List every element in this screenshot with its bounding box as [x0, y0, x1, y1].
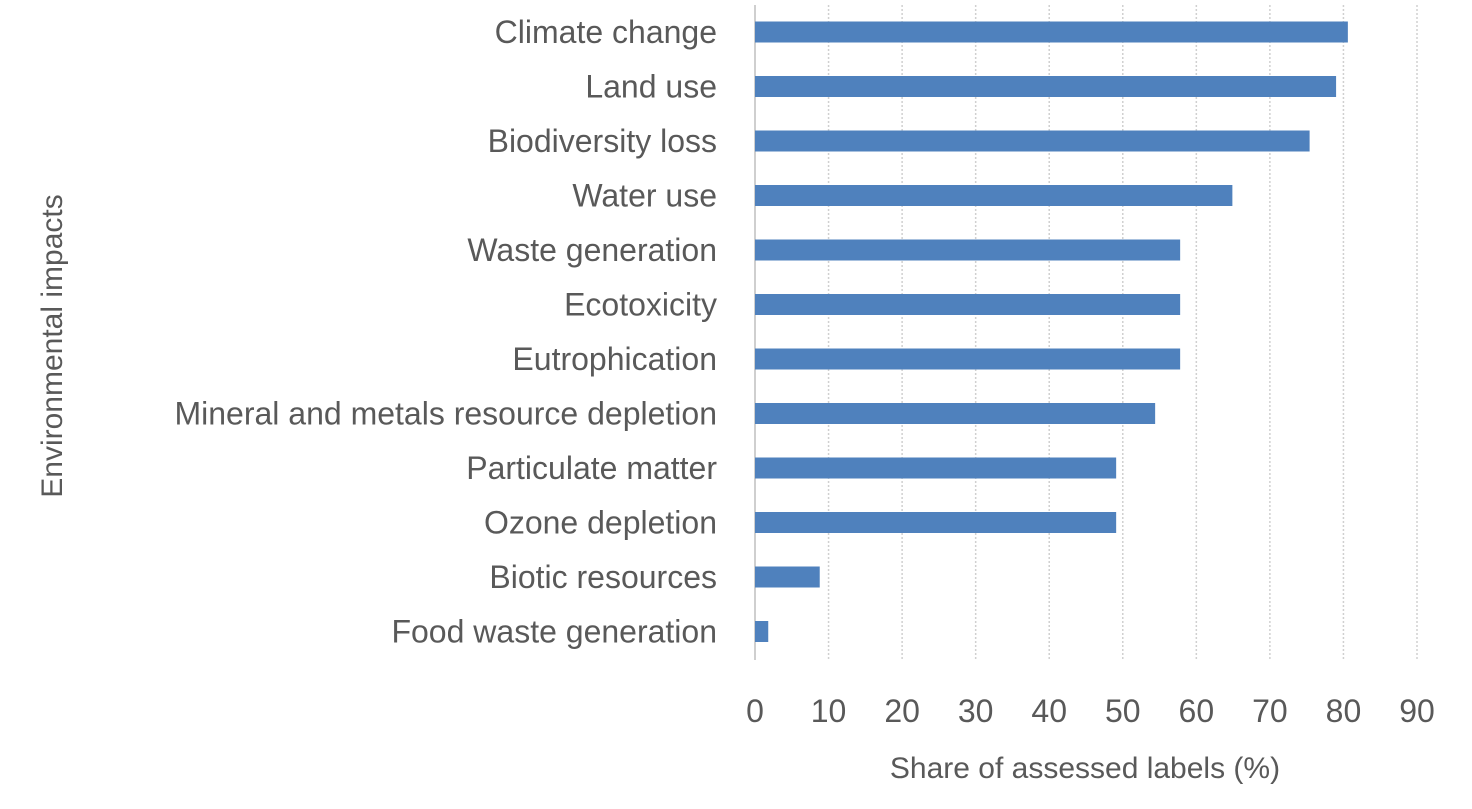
category-label: Biotic resources: [489, 559, 717, 595]
x-tick-label: 50: [1105, 693, 1141, 729]
bar: [755, 130, 1310, 152]
x-tick-label: 30: [958, 693, 994, 729]
bars: [755, 21, 1348, 642]
bar: [755, 348, 1181, 370]
bar: [755, 185, 1233, 206]
x-tick-label: 60: [1179, 693, 1215, 729]
category-label: Particulate matter: [466, 450, 717, 486]
bar: [755, 566, 820, 588]
gridlines: [754, 5, 1418, 660]
x-tick-label: 70: [1252, 693, 1288, 729]
bar: [755, 457, 1117, 479]
bar: [755, 512, 1117, 533]
category-label: Water use: [572, 178, 717, 214]
x-tick-label: 90: [1399, 693, 1435, 729]
bar: [755, 239, 1181, 261]
x-tick-label: 40: [1031, 693, 1067, 729]
category-label: Ozone depletion: [484, 505, 717, 541]
category-label: Biodiversity loss: [488, 123, 717, 159]
x-tick-labels: 0 10 20 30 40 50 60 70 80 90: [746, 693, 1435, 729]
bar: [755, 621, 769, 642]
category-label: Land use: [585, 69, 717, 105]
category-label: Ecotoxicity: [564, 287, 717, 323]
category-label: Mineral and metals resource depletion: [174, 396, 717, 432]
x-tick-label: 20: [884, 693, 920, 729]
x-axis-title: Share of assessed labels (%): [890, 752, 1280, 785]
x-tick-label: 10: [811, 693, 847, 729]
y-axis-title: Environmental impacts: [36, 194, 69, 497]
bar: [755, 76, 1337, 97]
x-tick-label: 0: [746, 693, 764, 729]
category-labels: Climate change Land use Biodiversity loss W…: [174, 14, 717, 650]
bar: [755, 294, 1181, 315]
category-label: Climate change: [495, 14, 717, 50]
bar: [755, 21, 1348, 43]
category-label: Waste generation: [467, 232, 717, 268]
category-label: Eutrophication: [512, 341, 717, 377]
category-label: Food waste generation: [391, 614, 717, 650]
bar: [755, 403, 1156, 424]
x-tick-label: 80: [1326, 693, 1362, 729]
